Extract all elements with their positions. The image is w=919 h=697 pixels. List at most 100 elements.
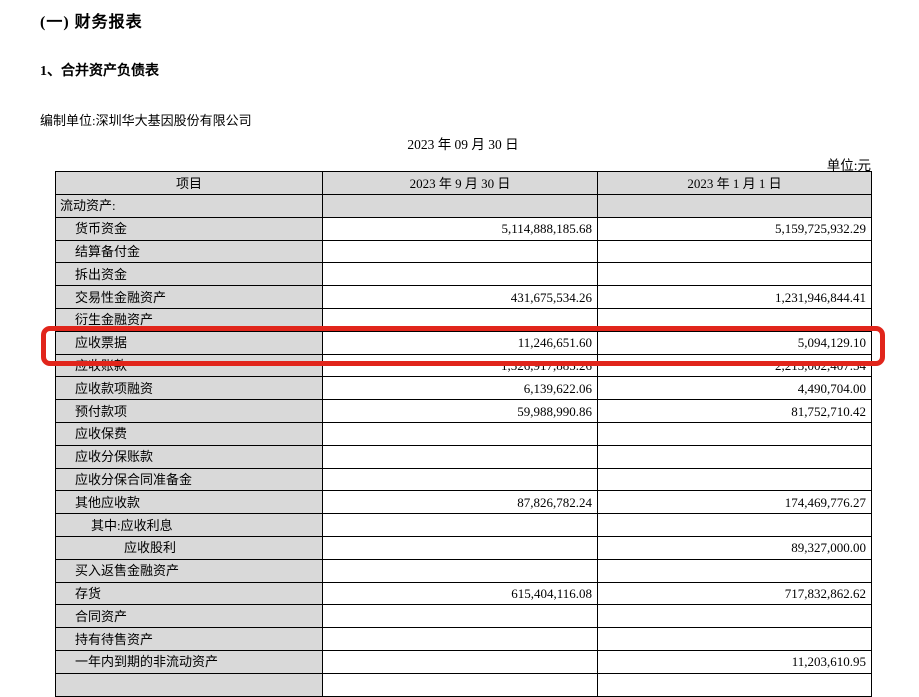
table-row: 应收款项融资 6,139,622.06 4,490,704.00: [55, 376, 872, 401]
value-cell-2023-01-01: [597, 262, 872, 287]
table-row: 拆出资金: [55, 262, 872, 287]
column-header-2023-01-01: 2023 年 1 月 1 日: [597, 171, 872, 195]
table-row: 应收账款 1,526,917,885.26 2,213,002,407.54: [55, 353, 872, 378]
item-cell: 买入返售金融资产: [55, 558, 323, 583]
table-row: 预付款项 59,988,990.86 81,752,710.42: [55, 399, 872, 423]
value-cell-2023-09-30: [322, 604, 598, 629]
item-cell: 流动资产:: [55, 194, 323, 218]
value-cell-2023-01-01: [597, 444, 872, 469]
table-row: 合同资产: [55, 604, 872, 629]
item-cell: 预付款项: [55, 399, 323, 423]
value-cell-2023-09-30: [322, 307, 598, 332]
value-cell-2023-01-01: [597, 421, 872, 446]
value-cell-2023-01-01: 11,203,610.95: [597, 649, 872, 674]
value-cell-2023-01-01: 5,159,725,932.29: [597, 216, 872, 241]
unit-label: 单位:元: [826, 158, 871, 173]
item-cell: 交易性金融资产: [55, 285, 323, 309]
table-row: 应收保费: [55, 421, 872, 446]
value-cell-2023-01-01: 5,094,129.10: [597, 330, 872, 355]
value-cell-2023-09-30: [322, 262, 598, 287]
table-header-row: 项目 2023 年 9 月 30 日 2023 年 1 月 1 日: [55, 171, 872, 195]
value-cell-2023-09-30: [322, 239, 598, 264]
item-cell: 其中:应收利息: [55, 513, 323, 537]
value-cell-2023-09-30: [322, 672, 598, 697]
table-row: 应收分保账款: [55, 444, 872, 469]
table-row: 一年内到期的非流动资产 11,203,610.95: [55, 649, 872, 674]
value-cell-2023-01-01: 81,752,710.42: [597, 399, 872, 423]
table-row: 衍生金融资产: [55, 307, 872, 332]
value-cell-2023-01-01: 4,490,704.00: [597, 376, 872, 401]
item-cell: 持有待售资产: [55, 627, 323, 651]
item-cell: 存货: [55, 581, 323, 606]
table-row: 其中:应收利息: [55, 513, 872, 537]
table-row: 交易性金融资产 431,675,534.26 1,231,946,844.41: [55, 285, 872, 309]
column-header-item: 项目: [55, 171, 323, 195]
value-cell-2023-09-30: 615,404,116.08: [322, 581, 598, 606]
item-cell: 货币资金: [55, 216, 323, 241]
section-title: (一) 财务报表: [40, 14, 143, 31]
value-cell-2023-09-30: [322, 467, 598, 492]
item-cell: 应收票据: [55, 330, 323, 355]
value-cell-2023-09-30: [322, 513, 598, 537]
item-cell: [55, 672, 323, 697]
item-cell: 合同资产: [55, 604, 323, 629]
value-cell-2023-01-01: [597, 558, 872, 583]
item-cell: 其他应收款: [55, 490, 323, 515]
value-cell-2023-09-30: 11,246,651.60: [322, 330, 598, 355]
item-cell: 应收股利: [55, 535, 323, 560]
value-cell-2023-01-01: [597, 672, 872, 697]
table-row: 买入返售金融资产: [55, 558, 872, 583]
value-cell-2023-01-01: [597, 604, 872, 629]
value-cell-2023-01-01: [597, 194, 872, 218]
value-cell-2023-09-30: [322, 421, 598, 446]
table-body: 流动资产: 货币资金 5,114,888,185.68 5,159,725,932.2…: [55, 194, 872, 697]
value-cell-2023-01-01: 174,469,776.27: [597, 490, 872, 515]
value-cell-2023-09-30: 87,826,782.24: [322, 490, 598, 515]
value-cell-2023-09-30: [322, 649, 598, 674]
table-row: 应收股利 89,327,000.00: [55, 535, 872, 560]
item-cell: 应收款项融资: [55, 376, 323, 401]
table-row: 流动资产:: [55, 194, 872, 218]
table-row: 结算备付金: [55, 239, 872, 264]
value-cell-2023-01-01: 2,213,002,407.54: [597, 353, 872, 378]
value-cell-2023-01-01: 89,327,000.00: [597, 535, 872, 560]
balance-sheet-table: 项目 2023 年 9 月 30 日 2023 年 1 月 1 日 流动资产: 货…: [55, 171, 872, 697]
item-cell: 结算备付金: [55, 239, 323, 264]
item-cell: 一年内到期的非流动资产: [55, 649, 323, 674]
value-cell-2023-01-01: 717,832,862.62: [597, 581, 872, 606]
table-row: 持有待售资产: [55, 627, 872, 651]
value-cell-2023-09-30: [322, 444, 598, 469]
item-cell: 应收账款: [55, 353, 323, 378]
item-cell: 拆出资金: [55, 262, 323, 287]
value-cell-2023-09-30: 5,114,888,185.68: [322, 216, 598, 241]
table-row: [55, 672, 872, 697]
value-cell-2023-01-01: [597, 513, 872, 537]
table-row: 存货 615,404,116.08 717,832,862.62: [55, 581, 872, 606]
table-row: 应收票据 11,246,651.60 5,094,129.10: [55, 330, 872, 355]
item-cell: 应收保费: [55, 421, 323, 446]
value-cell-2023-01-01: [597, 239, 872, 264]
subsection-title: 1、合并资产负债表: [40, 64, 159, 79]
column-header-2023-09-30: 2023 年 9 月 30 日: [322, 171, 598, 195]
value-cell-2023-01-01: [597, 467, 872, 492]
value-cell-2023-09-30: [322, 194, 598, 218]
statement-date: 2023 年 09 月 30 日: [407, 137, 519, 152]
value-cell-2023-09-30: 1,526,917,885.26: [322, 353, 598, 378]
item-cell: 衍生金融资产: [55, 307, 323, 332]
value-cell-2023-01-01: [597, 307, 872, 332]
value-cell-2023-09-30: [322, 535, 598, 560]
prepared-by-line: 编制单位:深圳华大基因股份有限公司: [40, 113, 252, 128]
value-cell-2023-01-01: 1,231,946,844.41: [597, 285, 872, 309]
value-cell-2023-09-30: [322, 558, 598, 583]
item-cell: 应收分保账款: [55, 444, 323, 469]
item-cell: 应收分保合同准备金: [55, 467, 323, 492]
value-cell-2023-09-30: 59,988,990.86: [322, 399, 598, 423]
value-cell-2023-09-30: 431,675,534.26: [322, 285, 598, 309]
table-row: 其他应收款 87,826,782.24 174,469,776.27: [55, 490, 872, 515]
value-cell-2023-09-30: [322, 627, 598, 651]
value-cell-2023-09-30: 6,139,622.06: [322, 376, 598, 401]
table-row: 货币资金 5,114,888,185.68 5,159,725,932.29: [55, 216, 872, 241]
financial-report-page: { "page": { "section_title": "(一) 财务报表",…: [40, 14, 885, 697]
value-cell-2023-01-01: [597, 627, 872, 651]
table-row: 应收分保合同准备金: [55, 467, 872, 492]
